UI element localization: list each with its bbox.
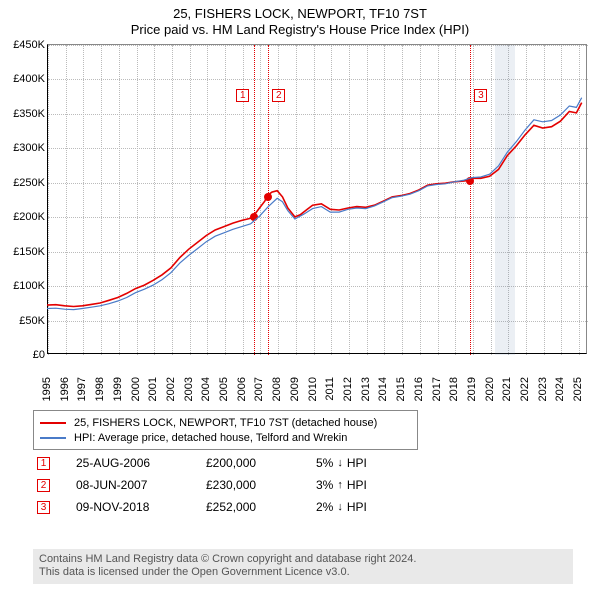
footer-line1: Contains HM Land Registry data © Crown c… [39,553,567,567]
sale-pct: 5% [316,456,333,470]
y-axis-label: £450K [3,39,45,51]
sale-hpi-label: HPI [347,456,367,470]
x-axis-label: 1997 [76,377,90,401]
x-axis-label: 2009 [289,377,303,401]
chart-container: 25, FISHERS LOCK, NEWPORT, TF10 7ST Pric… [0,0,600,590]
legend: 25, FISHERS LOCK, NEWPORT, TF10 7ST (det… [33,410,418,450]
x-axis-label: 2013 [360,377,374,401]
legend-item: 25, FISHERS LOCK, NEWPORT, TF10 7ST (det… [40,415,411,430]
x-axis-label: 2015 [395,377,409,401]
x-axis-label: 2000 [130,377,144,401]
sales-list: 1 25-AUG-2006£200,0005% ↓ HPI 2 08-JUN-2007£2… [33,452,573,518]
y-axis-label: £350K [3,108,45,120]
x-axis-label: 2002 [165,377,179,401]
series-line [47,98,582,310]
x-axis-label: 2010 [307,377,321,401]
legend-label: 25, FISHERS LOCK, NEWPORT, TF10 7ST (det… [74,417,377,429]
legend-label: HPI: Average price, detached house, Telf… [74,432,347,444]
y-axis-label: £300K [3,142,45,154]
sale-price: £200,000 [206,456,316,470]
x-axis-label: 2012 [342,377,356,401]
sale-hpi-delta: 5% ↓ HPI [316,456,367,470]
footer-line2: This data is licensed under the Open Gov… [39,566,567,580]
plot-area: £0£50K£100K£150K£200K£250K£300K£350K£400… [47,44,587,354]
y-axis-label: £200K [3,211,45,223]
sale-pct: 3% [316,478,333,492]
sale-hpi-label: HPI [347,500,367,514]
series-line [47,103,582,307]
chart-subtitle: Price paid vs. HM Land Registry's House … [0,22,600,42]
sale-index-box: 2 [37,479,50,492]
attribution-footer: Contains HM Land Registry data © Crown c… [33,549,573,585]
x-axis-label: 2018 [448,377,462,401]
sale-price: £230,000 [206,478,316,492]
x-axis-label: 2025 [572,377,586,401]
y-axis-label: £400K [3,73,45,85]
y-axis-label: £0 [3,349,45,361]
x-axis-label: 2020 [484,377,498,401]
x-axis-label: 2023 [537,377,551,401]
sale-hpi-label: HPI [347,478,367,492]
sale-row: 1 25-AUG-2006£200,0005% ↓ HPI [33,452,573,474]
sale-price: £252,000 [206,500,316,514]
y-axis-label: £100K [3,280,45,292]
y-axis-label: £50K [3,315,45,327]
sale-row: 3 09-NOV-2018£252,0002% ↓ HPI [33,496,573,518]
x-axis-label: 1995 [41,377,55,401]
sale-date: 25-AUG-2006 [76,456,206,470]
x-axis-label: 1996 [59,377,73,401]
x-axis-label: 2019 [466,377,480,401]
x-axis-label: 2008 [271,377,285,401]
sale-hpi-delta: 2% ↓ HPI [316,500,367,514]
x-axis-label: 2001 [147,377,161,401]
sale-date: 08-JUN-2007 [76,478,206,492]
x-axis-label: 2006 [236,377,250,401]
x-axis-label: 2022 [519,377,533,401]
x-axis-label: 2016 [413,377,427,401]
y-axis-label: £250K [3,177,45,189]
x-axis-label: 2004 [200,377,214,401]
sale-date: 09-NOV-2018 [76,500,206,514]
x-axis-label: 2024 [554,377,568,401]
line-layer [47,44,587,354]
arrow-up-icon: ↑ [337,479,343,491]
x-axis-label: 2007 [253,377,267,401]
x-axis-label: 2014 [377,377,391,401]
legend-swatch [40,422,66,424]
sale-index-box: 3 [37,501,50,514]
x-axis-label: 2003 [183,377,197,401]
x-axis-label: 1999 [112,377,126,401]
x-axis-label: 2017 [431,377,445,401]
sale-row: 2 08-JUN-2007£230,0003% ↑ HPI [33,474,573,496]
chart-title: 25, FISHERS LOCK, NEWPORT, TF10 7ST [0,0,600,22]
x-axis-label: 2005 [218,377,232,401]
y-axis-label: £150K [3,246,45,258]
sale-pct: 2% [316,500,333,514]
legend-swatch [40,437,66,439]
sale-hpi-delta: 3% ↑ HPI [316,478,367,492]
x-axis-label: 2021 [501,377,515,401]
sale-index-box: 1 [37,457,50,470]
legend-item: HPI: Average price, detached house, Telf… [40,430,411,445]
x-axis-label: 1998 [94,377,108,401]
x-axis-label: 2011 [324,377,338,401]
arrow-down-icon: ↓ [337,457,343,469]
arrow-down-icon: ↓ [337,501,343,513]
